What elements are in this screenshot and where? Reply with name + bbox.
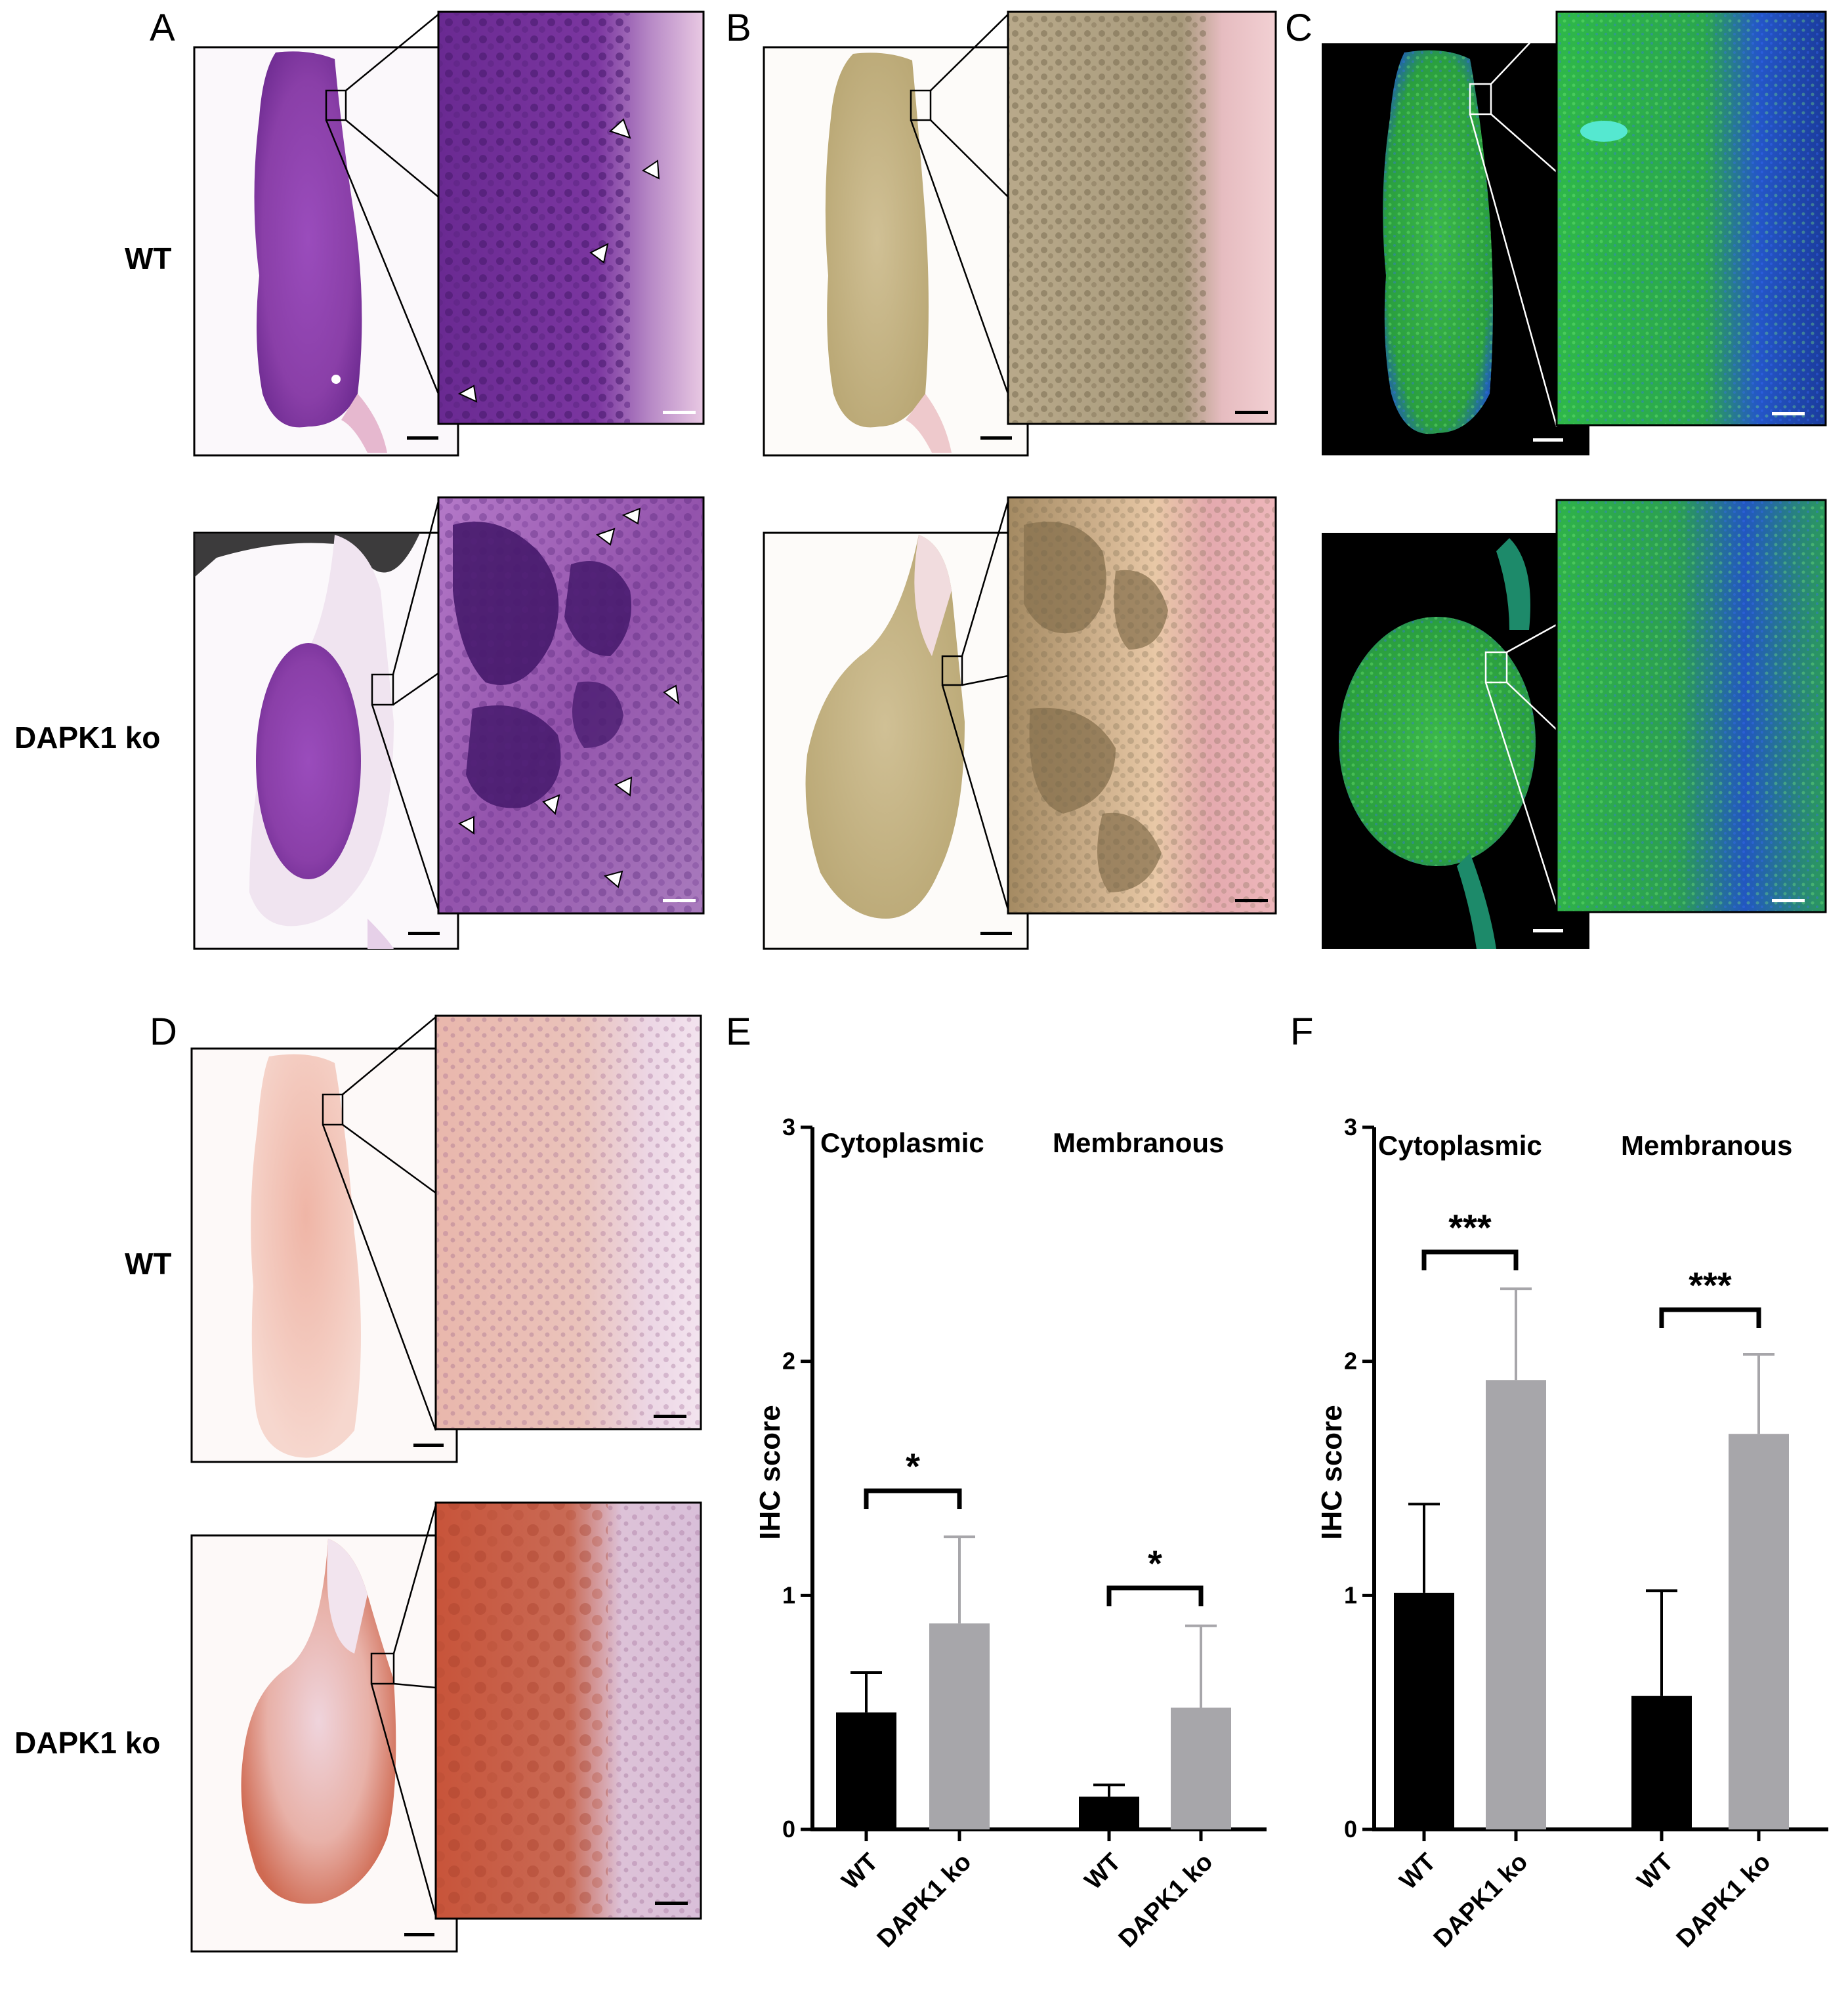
row-label-wt: WT: [125, 241, 172, 276]
significance-bracket: [864, 1488, 962, 1509]
row-label-wt: WT: [125, 1247, 172, 1281]
y-tick-label: 2: [1344, 1348, 1357, 1375]
significance-stars: ***: [1448, 1207, 1492, 1248]
bar-dapk1-ko: [929, 1623, 990, 1829]
y-tick-label: 0: [1344, 1816, 1357, 1843]
panel-e: E IHC score Cytoplasmic Membranous 0 1 2 3 W…: [726, 1010, 1267, 1953]
y-tick-label: 3: [782, 1114, 795, 1140]
x-tick-label: DAPK1 ko: [1671, 1848, 1776, 1953]
panel-label-d: D: [150, 1010, 177, 1053]
fluor-ko-overview: [1322, 533, 1589, 949]
fluor-wt-overview: [1322, 43, 1589, 455]
significance-stars: *: [1148, 1543, 1162, 1584]
panel-label-c: C: [1285, 7, 1312, 49]
scale-bar: [1235, 411, 1268, 414]
group-label-cytoplasmic: Cytoplasmic: [820, 1127, 984, 1158]
scale-bar: [980, 436, 1012, 440]
bar-dapk1-ko: [1486, 1380, 1546, 1829]
y-tick-label: 2: [782, 1348, 795, 1375]
significance-bracket: [1659, 1307, 1761, 1328]
panel-b: B: [726, 7, 1277, 950]
significance-bracket: [1106, 1585, 1204, 1606]
significance-stars: *: [906, 1446, 920, 1487]
elastica-ko-overview: [763, 531, 1029, 950]
y-axis-label: IHC score: [754, 1405, 786, 1539]
x-tick-label: DAPK1 ko: [872, 1848, 977, 1953]
scale-bar: [1533, 929, 1563, 932]
he-ko-overview: [193, 531, 459, 950]
scale-bar: [1772, 412, 1805, 415]
scale-bar: [413, 1444, 444, 1447]
scale-bar: [407, 436, 438, 440]
scale-bar: [663, 411, 696, 414]
row-label-dapk1-ko: DAPK1 ko: [14, 720, 160, 755]
panel-c: C: [1285, 7, 1827, 949]
ihc-ko-zoom: [434, 1501, 702, 1920]
ihc-ko-overview: [190, 1534, 458, 1953]
elastica-ko-zoom: [1007, 496, 1277, 915]
x-tick-label: DAPK1 ko: [1114, 1848, 1219, 1953]
y-axis-label: IHC score: [1316, 1405, 1348, 1539]
elastica-wt-overview: [763, 46, 1029, 457]
group-label-membranous: Membranous: [1621, 1130, 1792, 1161]
scale-bar: [655, 1902, 688, 1905]
panel-label-a: A: [150, 7, 175, 49]
y-tick-label: 0: [782, 1816, 795, 1843]
y-tick-label: 1: [1344, 1581, 1357, 1608]
bar-wt: [836, 1712, 896, 1829]
row-label-dapk1-ko: DAPK1 ko: [14, 1726, 160, 1760]
panel-f: F IHC score Cytoplasmic Membranous 0 1 2 3 W…: [1290, 1010, 1828, 1953]
scale-bar: [980, 932, 1012, 935]
he-wt-zoom: [437, 10, 705, 425]
x-tick-label: WT: [1080, 1848, 1126, 1895]
scale-bar: [408, 932, 440, 935]
scale-bar: [404, 1933, 434, 1936]
panel-label-e: E: [726, 1010, 751, 1053]
x-tick-label: WT: [837, 1848, 883, 1895]
significance-stars: ***: [1689, 1264, 1732, 1306]
bar-wt: [1631, 1696, 1692, 1829]
panel-d: D WT DAPK1 ko: [14, 1010, 702, 1953]
scale-bar: [654, 1415, 686, 1418]
bar-dapk1-ko: [1729, 1434, 1789, 1829]
panel-a: A WT DAPK1 ko: [14, 7, 705, 950]
fluor-ko-zoom: [1555, 499, 1827, 913]
ihc-wt-zoom: [434, 1014, 702, 1430]
ihc-wt-overview: [190, 1047, 458, 1463]
group-label-membranous: Membranous: [1053, 1127, 1224, 1158]
x-tick-label: WT: [1632, 1848, 1679, 1895]
he-ko-zoom: [437, 496, 705, 915]
panel-label-f: F: [1290, 1010, 1313, 1053]
panel-label-b: B: [726, 7, 751, 49]
y-tick-label: 1: [782, 1581, 795, 1608]
elastica-wt-zoom: [1007, 10, 1277, 425]
scale-bar: [1533, 438, 1563, 442]
significance-bracket: [1421, 1249, 1519, 1270]
group-label-cytoplasmic: Cytoplasmic: [1378, 1130, 1542, 1161]
y-tick-label: 3: [1344, 1114, 1357, 1140]
scale-bar: [1772, 899, 1805, 902]
fluor-wt-zoom: [1555, 10, 1827, 427]
bar-wt: [1079, 1797, 1139, 1829]
scale-bar: [663, 899, 696, 902]
x-tick-label: DAPK1 ko: [1429, 1848, 1534, 1953]
bar-dapk1-ko: [1171, 1707, 1231, 1829]
x-tick-label: WT: [1395, 1848, 1441, 1895]
he-wt-overview: [193, 46, 459, 457]
scale-bar: [1235, 899, 1268, 902]
bar-wt: [1394, 1593, 1454, 1829]
